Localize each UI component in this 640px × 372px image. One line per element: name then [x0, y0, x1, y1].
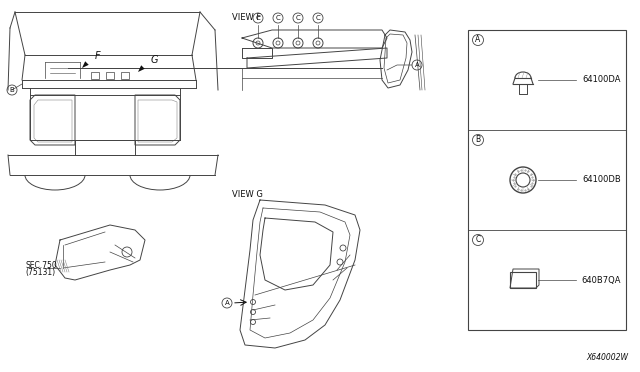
Text: A: A: [415, 62, 419, 68]
Text: C: C: [296, 15, 300, 21]
Bar: [468, 30, 626, 330]
Bar: [106, 72, 114, 79]
Bar: [510, 272, 536, 288]
Text: VIEW F: VIEW F: [232, 13, 261, 22]
Text: C: C: [276, 15, 280, 21]
Text: A: A: [476, 35, 481, 45]
Text: C: C: [316, 15, 321, 21]
Bar: [121, 72, 129, 79]
Text: X640002W: X640002W: [586, 353, 628, 362]
Text: C: C: [476, 235, 481, 244]
Text: 64100DA: 64100DA: [582, 76, 621, 84]
Text: 64100DB: 64100DB: [582, 176, 621, 185]
Text: B: B: [476, 135, 481, 144]
Polygon shape: [82, 61, 89, 68]
Text: VIEW G: VIEW G: [232, 190, 263, 199]
Text: B: B: [10, 87, 14, 93]
Text: F: F: [95, 51, 100, 61]
Bar: [91, 72, 99, 79]
Text: G: G: [151, 55, 159, 65]
Text: SEC.750: SEC.750: [25, 260, 57, 269]
Polygon shape: [138, 65, 145, 72]
Text: (75131): (75131): [25, 269, 55, 278]
Text: C: C: [255, 15, 260, 21]
Text: A: A: [225, 300, 229, 306]
Text: 640B7QA: 640B7QA: [582, 276, 621, 285]
